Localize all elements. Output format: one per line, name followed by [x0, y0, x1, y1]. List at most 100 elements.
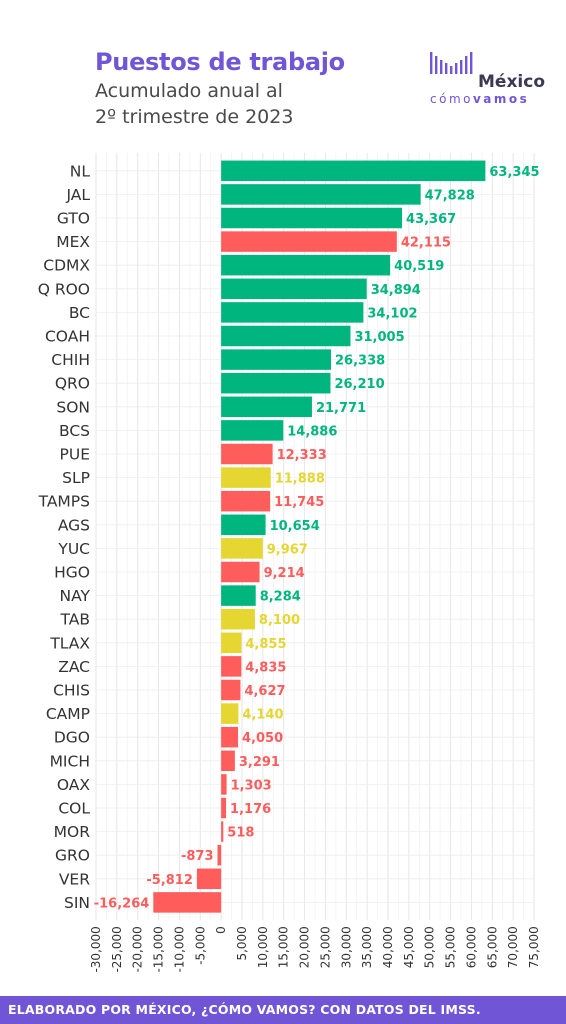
data-label: 34,102 — [367, 306, 417, 321]
bar-dgo — [221, 726, 239, 748]
data-label: 43,367 — [406, 212, 456, 227]
data-label: 21,771 — [316, 401, 366, 416]
data-label: 63,345 — [489, 165, 539, 180]
bar-sin — [153, 892, 222, 913]
bar-slp — [221, 467, 271, 488]
bar-nay — [221, 585, 256, 606]
data-label: 14,886 — [287, 424, 337, 439]
bar-camp — [221, 703, 239, 724]
data-label: 40,519 — [394, 259, 444, 274]
data-label: 518 — [227, 826, 254, 841]
category-label: CHIS — [53, 682, 90, 700]
x-tick-label: 30,000 — [339, 926, 353, 968]
x-tick-label: 20,000 — [298, 926, 312, 968]
data-label: 4,855 — [245, 637, 286, 652]
bar-chih — [221, 349, 332, 370]
data-label: 12,333 — [277, 448, 327, 463]
category-label: OAX — [57, 776, 91, 794]
category-label: CDMX — [43, 257, 90, 275]
category-label: JAL — [65, 186, 90, 204]
logo-tagline: cómovamos — [430, 92, 529, 106]
category-label: CHIH — [51, 351, 90, 369]
data-label: 31,005 — [354, 330, 404, 345]
data-label: 9,967 — [267, 542, 308, 557]
x-tick-label: 55,000 — [444, 926, 458, 968]
bar-cdmx — [221, 254, 391, 276]
category-label: Q ROO — [38, 280, 90, 298]
x-tick-label: 10,000 — [256, 926, 270, 968]
data-label: -16,264 — [94, 896, 150, 911]
x-tick-label: 60,000 — [464, 926, 478, 968]
data-label: 11,888 — [275, 472, 325, 487]
bar-zac — [221, 656, 242, 677]
bar-ver — [196, 868, 222, 890]
x-tick-label: -15,000 — [152, 926, 166, 972]
bar-yuc — [221, 538, 263, 559]
x-tick-label: -25,000 — [110, 926, 124, 972]
x-tick-label: -20,000 — [131, 926, 145, 972]
logo-wordmark: México — [478, 72, 545, 92]
category-label: SON — [56, 398, 90, 416]
x-tick-label: -10,000 — [172, 926, 186, 972]
bar-oax — [221, 774, 227, 795]
data-label: 4,835 — [245, 660, 286, 675]
bar-bcs — [221, 420, 284, 441]
x-tick-label: 35,000 — [360, 926, 374, 968]
data-label: 4,140 — [242, 708, 283, 723]
bar-ags — [221, 514, 266, 536]
category-label: TAMPS — [38, 493, 90, 511]
bar-pue — [221, 443, 273, 465]
category-label: NAY — [60, 587, 91, 605]
chart-subtitle-line1: Acumulado anual al — [95, 80, 283, 102]
x-tick-label: 0 — [214, 926, 228, 934]
data-label: 10,654 — [270, 519, 320, 534]
category-label: GTO — [57, 210, 90, 228]
bar-tlax — [221, 632, 242, 654]
category-label: SLP — [62, 469, 90, 487]
data-label: 4,627 — [244, 684, 285, 699]
bar-gro — [217, 844, 222, 866]
category-label: HGO — [54, 564, 90, 582]
category-label: AGS — [58, 516, 90, 534]
category-label: COL — [58, 800, 90, 818]
data-label: 3,291 — [239, 755, 280, 770]
category-label: COAH — [45, 328, 90, 346]
x-tick-label: -5,000 — [193, 926, 207, 965]
data-label: -5,812 — [146, 873, 193, 888]
data-label: 1,176 — [230, 802, 271, 817]
data-label: 8,284 — [260, 590, 301, 605]
bar-hgo — [221, 561, 260, 583]
category-label: DGO — [54, 729, 90, 747]
category-label: BC — [69, 304, 90, 322]
x-tick-label: 25,000 — [318, 926, 332, 968]
category-label: MICH — [50, 752, 90, 770]
bar-qro — [221, 372, 331, 394]
bar-coah — [221, 325, 351, 347]
category-label: PUE — [60, 446, 91, 464]
data-label: 47,828 — [425, 188, 475, 203]
logo-tagline-bold: vamos — [472, 92, 530, 106]
category-label: VER — [59, 870, 90, 888]
category-label: GRO — [55, 847, 90, 865]
data-label: 26,210 — [334, 377, 384, 392]
bar-jal — [221, 184, 421, 205]
bar-son — [221, 396, 312, 418]
category-label: ZAC — [58, 658, 90, 676]
data-label: 1,303 — [231, 778, 272, 793]
category-label: NL — [70, 162, 91, 180]
data-label: 26,338 — [335, 354, 385, 369]
logo-bars-icon — [430, 52, 473, 74]
chart-subtitle-line2: 2º trimestre de 2023 — [95, 106, 294, 128]
data-label: 11,745 — [274, 495, 324, 510]
data-label: 34,894 — [371, 283, 421, 298]
x-tick-label: 50,000 — [423, 926, 437, 968]
category-label: QRO — [55, 375, 90, 393]
bar-gto — [221, 207, 403, 229]
bar-q-roo — [221, 278, 367, 300]
bar-mex — [221, 231, 397, 252]
x-tick-label: 45,000 — [402, 926, 416, 968]
bar-mich — [221, 750, 235, 772]
x-tick-label: 5,000 — [235, 926, 249, 960]
category-label: TAB — [59, 611, 90, 629]
bar-bc — [221, 302, 364, 323]
